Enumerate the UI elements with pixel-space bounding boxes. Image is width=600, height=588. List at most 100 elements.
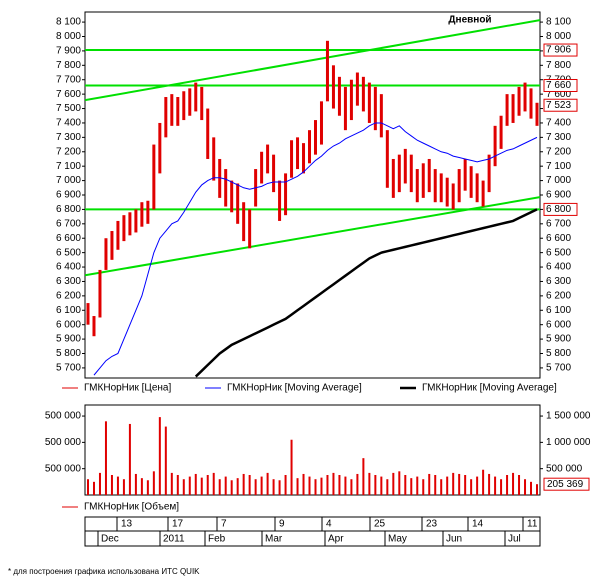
price-bar	[373, 86, 377, 131]
price-bar	[188, 88, 192, 116]
price-bar	[517, 86, 521, 116]
price-bar	[128, 212, 132, 236]
volume-bar	[230, 480, 233, 495]
price-bar	[403, 148, 407, 184]
volume-bar	[110, 475, 113, 495]
price-bar	[331, 65, 335, 109]
price-bar	[272, 154, 276, 193]
price-bar	[457, 169, 461, 203]
legend-label: ГМКНорНик [Moving Average]	[227, 383, 362, 394]
y-tick-label: 6 300	[546, 276, 571, 287]
volume-bar	[446, 476, 449, 495]
price-bar	[349, 79, 353, 121]
ma-line	[93, 122, 538, 376]
volume-bar	[398, 471, 401, 495]
volume-bar	[308, 476, 311, 495]
y-tick-label: 7 300	[546, 132, 571, 143]
level-box	[543, 43, 578, 57]
volume-bar	[530, 481, 533, 495]
volume-bar	[146, 480, 149, 495]
volume-bar	[512, 472, 515, 495]
volume-bar	[278, 480, 281, 495]
price-bar	[427, 158, 431, 193]
month-label: Apr	[328, 534, 344, 545]
volume-bar	[362, 458, 365, 495]
price-bar	[92, 316, 96, 337]
volume-bar	[404, 475, 407, 495]
volume-bar	[488, 473, 491, 495]
y-tick-label: 6 700	[546, 218, 571, 229]
volume-bar	[506, 475, 509, 495]
price-bar	[290, 140, 294, 178]
y-tick-label: 6 900	[56, 190, 81, 201]
volume-bar	[164, 426, 167, 495]
y-tick-label: 6 200	[546, 291, 571, 302]
price-bar	[122, 215, 126, 242]
volume-bar	[314, 479, 317, 495]
y-tick-label: 7 200	[546, 146, 571, 157]
volume-bar	[416, 476, 419, 495]
price-bar	[523, 82, 527, 112]
price-bar	[230, 180, 234, 213]
y-tick-label: 8 000	[56, 31, 81, 42]
y-tick-label: 7 200	[56, 146, 81, 157]
volume-bar	[200, 477, 203, 495]
volume-bar	[518, 475, 521, 495]
volume-bar	[320, 477, 323, 495]
price-bar	[236, 183, 240, 224]
volume-bar	[104, 421, 107, 495]
last-volume-label: 205 369	[547, 479, 584, 490]
volume-bar	[470, 479, 473, 495]
price-bar	[325, 40, 329, 102]
y-tick-label: 500 000	[45, 463, 82, 474]
volume-bar	[356, 473, 359, 495]
legend-label: ГМКНорНик [Объем]	[84, 501, 179, 513]
volume-bar	[386, 479, 389, 495]
volume-bar	[422, 479, 425, 495]
price-bar	[499, 115, 503, 149]
volume-bar	[482, 469, 485, 495]
volume-bar	[464, 475, 467, 495]
price-bar	[110, 231, 114, 260]
price-bar	[385, 130, 389, 188]
volume-bar	[122, 479, 125, 495]
y-tick-label: 7 000	[546, 175, 571, 186]
y-tick-label: 5 900	[546, 334, 571, 345]
month-label: Jul	[508, 534, 521, 545]
trend-line	[85, 19, 540, 102]
y-tick-label: 7 300	[56, 132, 81, 143]
volume-bar	[236, 478, 239, 495]
volume-bar	[140, 478, 143, 495]
volume-bar	[87, 479, 89, 495]
y-tick-label: 7 100	[546, 161, 571, 172]
month-label: Mar	[265, 534, 283, 545]
price-bar	[361, 76, 365, 112]
legend-label: ГМКНорНик [Moving Average]	[422, 383, 557, 394]
price-bar	[146, 200, 150, 224]
volume-bar	[266, 472, 269, 495]
y-tick-label: 8 000	[546, 31, 571, 42]
trend-line	[85, 196, 540, 277]
price-bar	[481, 180, 485, 207]
y-tick-label: 6 900	[546, 190, 571, 201]
price-bar	[278, 180, 282, 221]
y-tick-label: 6 000	[546, 319, 571, 330]
day-label: 9	[279, 519, 285, 530]
volume-bar	[458, 473, 461, 495]
volume-bar	[296, 478, 299, 495]
month-label: Dec	[101, 534, 119, 545]
price-bar	[313, 120, 317, 155]
price-bar	[260, 151, 264, 184]
price-bar	[469, 166, 473, 198]
price-bar	[535, 102, 539, 126]
y-tick-label: 7 700	[56, 74, 81, 85]
volume-bar	[524, 479, 527, 495]
y-tick-label: 6 000	[56, 319, 81, 330]
volume-bar	[254, 479, 257, 495]
price-bar	[415, 169, 419, 203]
month-label: Jun	[446, 534, 462, 545]
day-label: 7	[221, 519, 227, 530]
volume-bar	[152, 471, 155, 495]
price-bar	[379, 94, 383, 138]
price-bar	[86, 303, 90, 325]
